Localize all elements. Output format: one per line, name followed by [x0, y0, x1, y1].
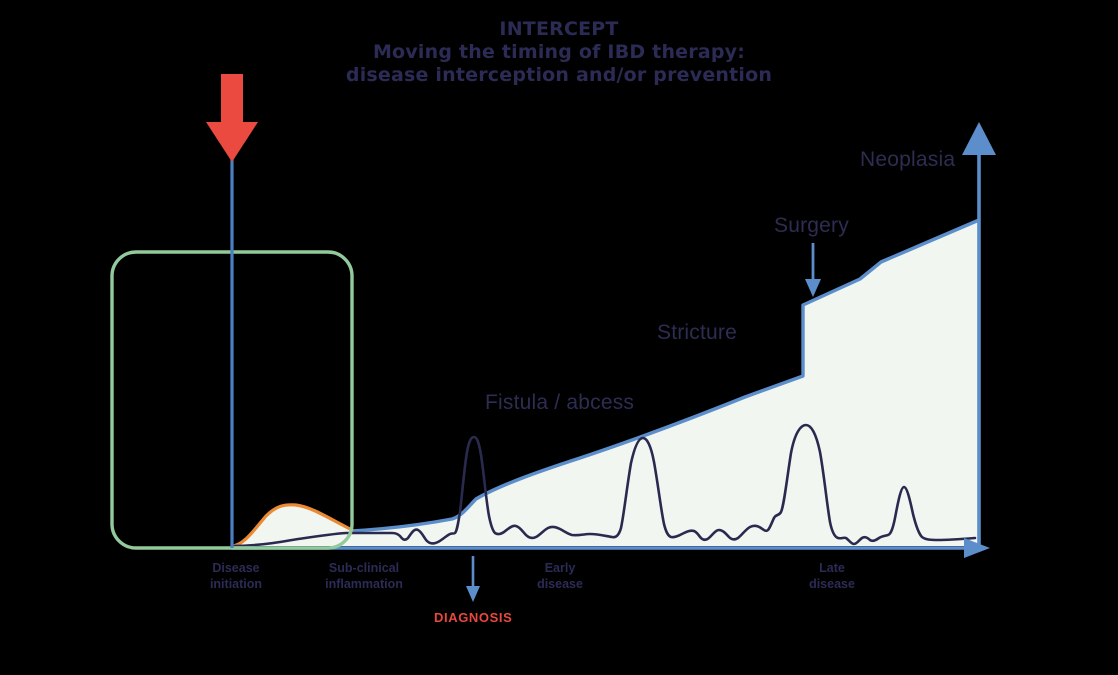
label-diagnosis: DIAGNOSIS — [434, 610, 513, 625]
axis-label-line-2: inflammation — [325, 577, 403, 591]
x-axis-arrowhead — [964, 538, 990, 558]
intercept-red-arrow-icon — [206, 74, 258, 162]
axis-label-line-2: disease — [537, 577, 583, 591]
bowel-damage-envelope-line — [350, 218, 981, 533]
bowel-damage-area — [352, 220, 979, 546]
label-fistula-abcess: Fistula / abcess — [485, 391, 635, 414]
inflammatory-activity-curve — [230, 423, 977, 548]
axis-label-line-2: initiation — [209, 577, 263, 591]
axis-label-line-1: Sub-clinical — [328, 561, 400, 575]
axis-label-line-1: Late — [819, 561, 845, 575]
axis-label-line-2: disease — [809, 577, 855, 591]
axis-label-early-disease: Early disease — [500, 560, 620, 592]
axis-label-sub-clinical-inflammation: Sub-clinical inflammation — [298, 560, 430, 592]
y-axis-arrowhead — [962, 122, 996, 155]
axis-label-line-1: Disease — [212, 561, 260, 575]
label-surgery: Surgery — [774, 214, 849, 237]
label-stricture: Stricture — [657, 321, 737, 344]
axis-label-disease-initiation: Disease initiation — [176, 560, 296, 592]
diagnosis-arrow-icon — [466, 556, 480, 602]
label-neoplasia: Neoplasia — [860, 148, 956, 171]
surgery-arrow-icon — [805, 243, 821, 297]
axis-label-line-1: Early — [544, 561, 576, 575]
subclinical-inflammation-curve — [230, 503, 354, 548]
axis-label-late-disease: Late disease — [772, 560, 892, 592]
